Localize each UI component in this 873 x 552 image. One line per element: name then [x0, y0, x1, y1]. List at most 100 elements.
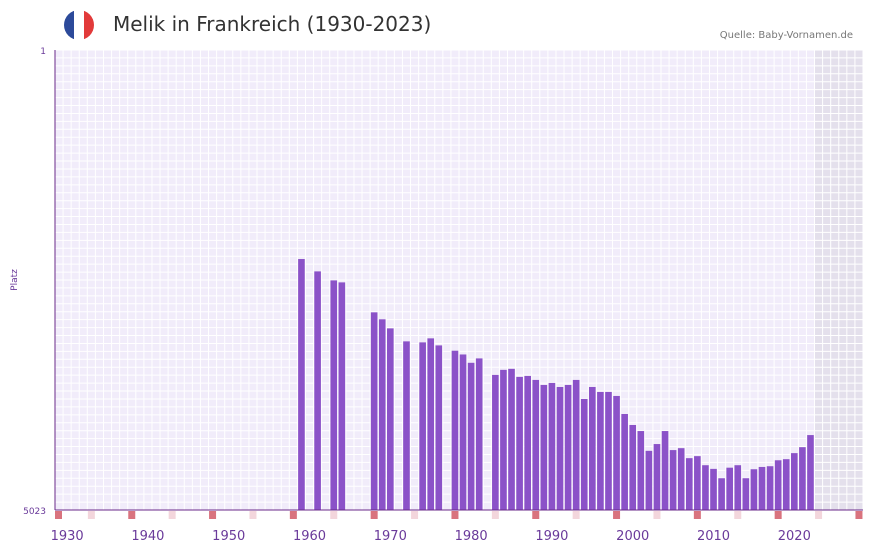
x-tick-label: 1970	[374, 529, 407, 544]
bar	[338, 282, 346, 510]
bar	[475, 358, 483, 510]
bar	[742, 478, 750, 510]
flag-stripe-red	[84, 10, 94, 40]
bar	[726, 467, 733, 510]
decade-year-marker	[289, 511, 297, 519]
bar	[621, 414, 628, 510]
minor-year-marker	[815, 511, 823, 519]
x-tick-label: 1990	[535, 529, 568, 544]
decade-year-marker	[613, 511, 621, 519]
bar	[774, 460, 782, 510]
bar	[403, 341, 410, 510]
bar	[427, 338, 435, 510]
flag-stripe-blue	[64, 10, 74, 40]
chart-header: Melik in Frankreich (1930-2023) Quelle: …	[0, 0, 873, 50]
x-tick-label: 2000	[616, 529, 649, 544]
bar	[572, 379, 580, 510]
x-axis-tick-labels: 1930 1940 1950 1960 1970 1980 1990 2000 2010 2020	[51, 529, 811, 544]
bar	[580, 398, 588, 510]
bar	[782, 459, 790, 510]
bar	[766, 466, 774, 510]
decade-year-marker	[532, 511, 540, 519]
x-tick-label: 1950	[212, 529, 245, 544]
decade-year-marker	[693, 511, 701, 519]
bar	[298, 259, 305, 510]
bar	[807, 435, 814, 510]
x-tick-label: 1980	[455, 529, 488, 544]
grid-lines	[54, 49, 864, 511]
bar	[613, 395, 620, 510]
bar	[540, 384, 548, 510]
bar	[467, 362, 475, 510]
bar	[435, 345, 443, 510]
bar	[459, 354, 467, 510]
bar	[532, 379, 540, 510]
x-tick-label: 2020	[778, 529, 811, 544]
bar	[597, 391, 604, 510]
bar	[702, 465, 709, 510]
bar	[645, 450, 653, 510]
minor-year-marker	[491, 511, 499, 519]
x-tick-label: 2010	[697, 529, 730, 544]
bar	[589, 386, 596, 510]
bar	[791, 453, 798, 510]
bar	[387, 328, 394, 510]
bar	[524, 375, 531, 510]
minor-year-marker	[411, 511, 419, 519]
bar	[500, 369, 507, 510]
bar	[799, 447, 806, 510]
bar	[710, 468, 717, 510]
bar	[653, 444, 661, 510]
flag-stripe-white	[74, 10, 84, 40]
bar	[758, 466, 766, 510]
france-flag-icon	[64, 10, 94, 40]
bar	[734, 465, 742, 510]
bar	[605, 391, 612, 510]
minor-year-marker	[330, 511, 338, 519]
bar	[694, 456, 701, 510]
y-axis-label: Platz	[10, 269, 20, 291]
bar	[492, 374, 499, 510]
minor-year-marker	[168, 511, 176, 519]
decade-year-marker	[774, 511, 782, 519]
minor-year-marker	[653, 511, 661, 519]
y-tick-label-top: 1	[40, 47, 46, 57]
minor-year-marker	[572, 511, 580, 519]
bar	[330, 280, 338, 510]
axes	[54, 50, 863, 511]
minor-year-marker	[734, 511, 742, 519]
decade-year-marker	[128, 511, 136, 519]
decade-year-marker	[451, 511, 459, 519]
bar	[556, 386, 564, 510]
x-tick-label: 1930	[51, 529, 84, 544]
bar	[370, 312, 378, 510]
bar	[750, 469, 758, 510]
decade-markers	[55, 511, 863, 519]
bar	[661, 431, 669, 510]
bar	[637, 431, 645, 510]
bar	[508, 368, 515, 510]
decade-year-marker	[370, 511, 378, 519]
bar	[685, 458, 693, 510]
france-flag-graphic	[64, 10, 94, 40]
bar-series	[298, 259, 814, 510]
bar	[419, 342, 426, 510]
y-tick-label-bottom: 5023	[23, 507, 46, 517]
bar	[677, 448, 685, 510]
bar	[669, 450, 677, 510]
minor-year-marker	[87, 511, 95, 519]
bar	[378, 319, 386, 510]
bar	[718, 478, 725, 510]
axis-start-marker	[55, 511, 62, 519]
chart-title: Melik in Frankreich (1930-2023)	[113, 12, 432, 36]
bar	[451, 350, 459, 510]
bar	[564, 384, 572, 510]
source-credit: Quelle: Baby-Vornamen.de	[719, 30, 853, 41]
decade-year-marker	[855, 511, 863, 519]
bar	[629, 424, 637, 510]
minor-year-marker	[249, 511, 257, 519]
decade-year-marker	[209, 511, 217, 519]
bar	[516, 376, 523, 510]
bar	[548, 382, 556, 510]
